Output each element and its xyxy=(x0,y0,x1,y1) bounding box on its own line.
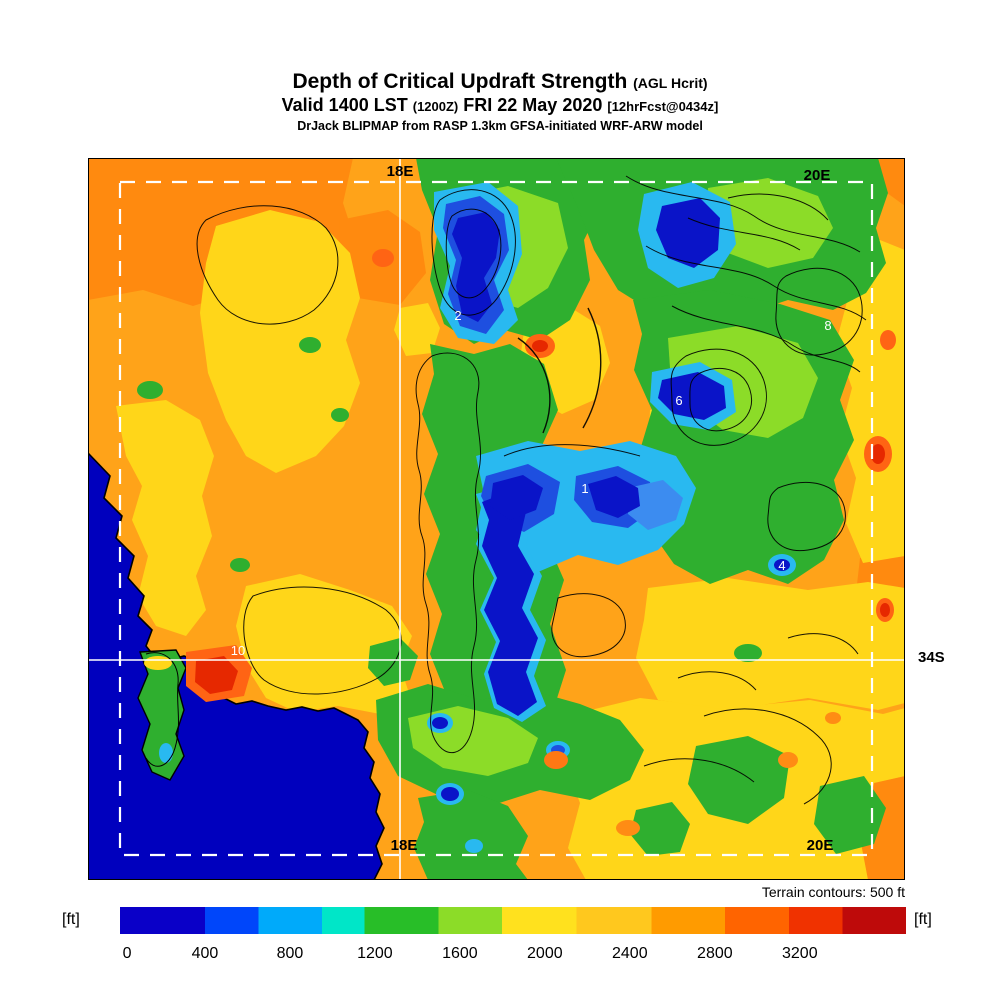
colorbar-tick: 0 xyxy=(122,945,132,962)
value-label: 10 xyxy=(231,643,245,658)
terrain-contour-layer xyxy=(196,175,867,805)
colorbar: 0 400 800 1200 1600 2000 2400 2800 3200 xyxy=(120,907,906,962)
colorbar-tick: 1200 xyxy=(357,945,393,962)
value-label: 8 xyxy=(824,318,831,333)
valid-time-z: (1200Z) xyxy=(412,99,459,114)
map-label-layer: 18E 20E 18E 20E 2 8 6 1 4 10 xyxy=(231,163,834,854)
forecast-run: [12hrFcst@0434z] xyxy=(607,99,719,114)
colorbar-tick: 1600 xyxy=(442,945,478,962)
page-title: Depth of Critical Updraft Strength (AGL … xyxy=(0,70,1000,95)
label-20e-top: 20E xyxy=(804,167,831,184)
colorbar-tick: 3200 xyxy=(782,945,818,962)
model-subtitle: DrJack BLIPMAP from RASP 1.3km GFSA-init… xyxy=(297,119,703,133)
valid-date: FRI 22 May 2020 xyxy=(463,95,603,115)
valid-time: Valid 1400 LST xyxy=(281,95,408,115)
colorbar-tick: 400 xyxy=(191,945,219,962)
value-label: 4 xyxy=(778,558,785,573)
value-label: 1 xyxy=(581,481,588,496)
label-34s-right: 34S xyxy=(918,649,945,666)
valid-time-line: Valid 1400 LST (1200Z) FRI 22 May 2020 [… xyxy=(0,95,1000,117)
value-label: 6 xyxy=(675,393,682,408)
colorbar-ticks: 0 400 800 1200 1600 2000 2400 2800 3200 xyxy=(120,945,906,965)
terrain-contours-note: Terrain contours: 500 ft xyxy=(761,884,905,900)
value-label: 2 xyxy=(454,308,461,323)
colorbar-tick: 2800 xyxy=(697,945,733,962)
colorbar-unit-right: [ft] xyxy=(914,911,932,928)
label-18e-bottom: 18E xyxy=(391,837,418,854)
map-border xyxy=(88,158,905,880)
colorbar-tick: 2400 xyxy=(612,945,648,962)
terrain-fill-layer xyxy=(88,158,905,880)
colorbar-tick: 2000 xyxy=(527,945,563,962)
title-main: Depth of Critical Updraft Strength xyxy=(292,70,628,93)
forecast-map: 18E 20E 18E 20E 2 8 6 1 4 10 xyxy=(88,158,905,880)
colorbar-unit-left: [ft] xyxy=(62,911,80,928)
grid-layer xyxy=(88,158,905,880)
cape-peninsula xyxy=(137,649,187,781)
label-18e-top: 18E xyxy=(387,163,414,180)
title-suffix: (AGL Hcrit) xyxy=(633,75,708,91)
colorbar-gradient xyxy=(120,907,906,934)
domain-dashed-box xyxy=(118,180,874,857)
colorbar-tick: 800 xyxy=(276,945,304,962)
title-block: Depth of Critical Updraft Strength (AGL … xyxy=(0,70,1000,135)
forecast-map-plot: 18E 20E 18E 20E 2 8 6 1 4 10 xyxy=(88,158,905,880)
label-20e-bottom: 20E xyxy=(807,837,834,854)
